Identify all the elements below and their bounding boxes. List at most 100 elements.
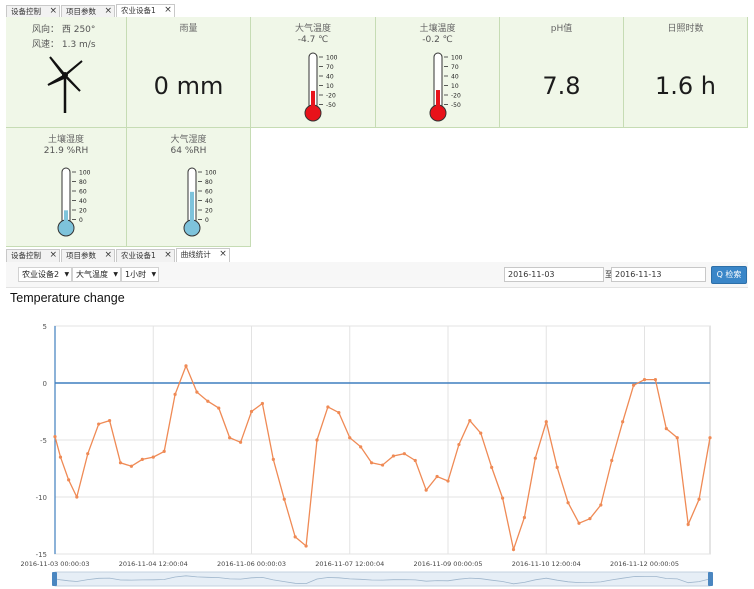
range-navigator [54, 571, 711, 587]
thermo-tick-label: 100 [205, 170, 217, 177]
mid-tab-bar: 设备控制 项目参数 农业设备1 曲线统计 [6, 248, 231, 262]
air-temp-title: 大气温度 [294, 24, 331, 34]
tab-curve-stats[interactable]: 曲线统计 [175, 248, 230, 262]
data-point [326, 405, 330, 409]
rain-value: 0 mm [153, 72, 224, 100]
data-point [566, 501, 570, 505]
data-point [151, 455, 155, 459]
soil-temp-value: -0.2 ℃ [422, 35, 453, 45]
data-point [708, 436, 712, 440]
data-point [129, 464, 134, 468]
thermo-tick-label: 10 [451, 83, 459, 90]
tab-label: 项目参数 [66, 7, 96, 16]
rain-card: 雨量 0 mm [127, 17, 251, 128]
data-point [610, 458, 614, 463]
wind-speed: 风速： 1.3 m/s [32, 40, 96, 50]
date-from-input[interactable]: 2016-11-03 [504, 267, 604, 282]
navigator-handle-left[interactable] [52, 572, 57, 586]
top-tab-bar: 设备控制 项目参数 农业设备1 [6, 4, 176, 18]
data-point [337, 411, 341, 415]
data-point [621, 420, 625, 424]
data-point [304, 544, 308, 548]
x-tick-label: 2016-11-03 00:00:03 [20, 560, 89, 568]
data-point [664, 427, 668, 431]
data-point [500, 496, 505, 500]
thermo-fill [64, 210, 68, 228]
data-point [58, 455, 63, 459]
data-point [348, 436, 352, 440]
y-tick-label: -10 [36, 494, 47, 502]
data-point [369, 461, 374, 465]
data-point [631, 383, 636, 387]
metric-select[interactable]: 大气温度 [72, 267, 121, 282]
data-point [686, 522, 690, 526]
data-point [53, 434, 57, 439]
navigator-handle-right[interactable] [708, 572, 713, 586]
thermo-tick-label: 20 [79, 208, 87, 215]
rain-title: 雨量 [179, 24, 198, 34]
tab-project-params[interactable]: 项目参数 [61, 249, 115, 262]
data-point [599, 503, 603, 507]
sunshine-card: 日照时数 1.6 h [624, 17, 748, 128]
data-point [402, 452, 406, 456]
data-point [75, 495, 79, 499]
data-point [490, 465, 494, 469]
data-point [97, 422, 101, 426]
tab-farm-device-1[interactable]: 农业设备1 [116, 4, 175, 18]
tab-project-params[interactable]: 项目参数 [61, 5, 115, 18]
thermo-tick-label: 40 [205, 198, 213, 205]
data-point [446, 479, 450, 483]
tab-device-control[interactable]: 设备控制 [6, 249, 60, 262]
data-point [282, 497, 286, 501]
data-point [588, 517, 592, 521]
data-point [457, 442, 461, 447]
thermo-tick-label: 70 [326, 64, 334, 71]
wind-card: 风向： 西 250° 风速： 1.3 m/s [6, 17, 127, 128]
x-tick-label: 2016-11-12 00:00:05 [610, 560, 679, 568]
thermo-tick-label: -20 [326, 93, 336, 100]
thermometer-icon: 100 70 40 10 -20 -50 [429, 52, 463, 122]
tab-farm-device-1[interactable]: 农业设备1 [116, 249, 175, 262]
series-line [54, 364, 711, 552]
data-point [228, 436, 232, 440]
tab-device-control[interactable]: 设备控制 [6, 5, 60, 18]
data-point [468, 419, 472, 423]
ph-title: pH值 [550, 24, 573, 34]
data-point [479, 431, 483, 435]
data-point [544, 420, 548, 424]
search-button[interactable]: Q 检索 [711, 266, 747, 284]
data-point [642, 377, 647, 382]
tab-label: 设备控制 [11, 7, 41, 16]
data-point [184, 364, 188, 368]
thermo-tick-label: 0 [205, 217, 209, 224]
data-point [511, 547, 516, 552]
data-point [424, 488, 428, 492]
data-point [249, 409, 254, 414]
date-to-input[interactable]: 2016-11-13 [611, 267, 706, 282]
interval-select[interactable]: 1小时 [121, 267, 160, 282]
data-point [435, 474, 439, 479]
x-tick-label: 2016-11-10 12:00:04 [512, 560, 581, 568]
thermo-tick-label: 40 [451, 74, 459, 81]
thermometer-icon: 100 80 60 40 20 0 [183, 167, 217, 237]
soil-humidity-value: 21.9 %RH [43, 146, 89, 156]
data-point [555, 465, 559, 469]
thermometer-icon: 100 80 60 40 20 0 [57, 167, 91, 237]
data-point [522, 515, 527, 520]
chart-title: Temperature change [10, 291, 125, 305]
thermometer-icon: 100 70 40 10 -20 -50 [304, 52, 338, 122]
soil-humidity-title: 土壤湿度 [47, 135, 84, 145]
data-point [86, 452, 90, 456]
air-humidity-title: 大气湿度 [170, 135, 207, 145]
data-point [195, 390, 199, 394]
wind-turbine-icon [47, 56, 83, 113]
data-point [380, 463, 385, 467]
x-tick-label: 2016-11-09 00:00:05 [413, 560, 482, 568]
data-point [359, 445, 363, 449]
device-select[interactable]: 农业设备2 [18, 267, 73, 282]
navigator-series [54, 575, 711, 585]
data-point [162, 449, 166, 453]
air-humidity-value: 64 %RH [170, 146, 207, 156]
thermo-tick-label: 60 [205, 189, 213, 196]
